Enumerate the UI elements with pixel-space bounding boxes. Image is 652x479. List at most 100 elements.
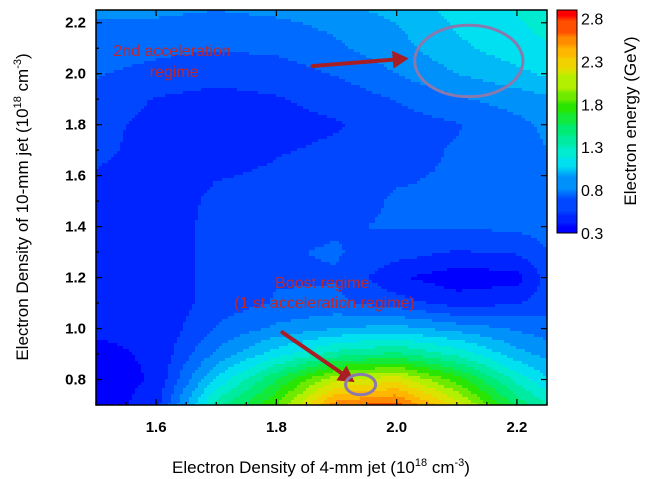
heatmap-cell [522, 100, 526, 104]
heatmap-cell [387, 64, 391, 68]
heatmap-cell [336, 73, 340, 77]
heatmap-cell [402, 16, 406, 20]
heatmap-cell [369, 103, 373, 107]
heatmap-cell [489, 97, 493, 101]
heatmap-cell [120, 58, 124, 62]
heatmap-cell [108, 70, 112, 74]
heatmap-cell [171, 25, 175, 29]
heatmap-cell [264, 100, 268, 104]
heatmap-cell [234, 103, 238, 107]
heatmap-cell [531, 16, 535, 20]
heatmap-cell [429, 100, 433, 104]
heatmap-cell [405, 85, 409, 89]
heatmap-cell [201, 88, 205, 92]
heatmap-cell [540, 76, 544, 80]
heatmap-cell [540, 61, 544, 65]
heatmap-cell [312, 55, 316, 59]
heatmap-cell [132, 67, 136, 71]
heatmap-cell [348, 94, 352, 98]
heatmap-cell [183, 106, 187, 110]
heatmap-cell [129, 28, 133, 32]
heatmap-cell [426, 67, 430, 71]
heatmap-cell [492, 49, 496, 53]
heatmap-cell [429, 94, 433, 98]
heatmap-cell [516, 70, 520, 74]
heatmap-cell [522, 46, 526, 50]
heatmap-cell [378, 85, 382, 89]
heatmap-cell [387, 103, 391, 107]
heatmap-cell [240, 16, 244, 20]
heatmap-cell [432, 25, 436, 29]
heatmap-cell [312, 58, 316, 62]
heatmap-cell [198, 43, 202, 47]
heatmap-cell [123, 49, 127, 53]
heatmap-cell [300, 19, 304, 23]
heatmap-cell [447, 40, 451, 44]
heatmap-cell [285, 52, 289, 56]
heatmap-cell [537, 82, 541, 86]
heatmap-cell [147, 76, 151, 80]
heatmap-cell [243, 22, 247, 26]
heatmap-cell [234, 76, 238, 80]
heatmap-cell [420, 55, 424, 59]
heatmap-cell [273, 19, 277, 23]
heatmap-cell [99, 100, 103, 104]
heatmap-cell [522, 10, 526, 14]
heatmap-cell [309, 73, 313, 77]
heatmap-cell [120, 34, 124, 38]
heatmap-cell [237, 61, 241, 65]
heatmap-cell [513, 43, 517, 47]
heatmap-cell [453, 46, 457, 50]
heatmap-cell [432, 22, 436, 26]
heatmap-cell [153, 10, 157, 14]
heatmap-cell [450, 67, 454, 71]
heatmap-cell [168, 34, 172, 38]
heatmap-cell [381, 91, 385, 95]
heatmap-cell [519, 73, 523, 77]
heatmap-cell [399, 34, 403, 38]
heatmap-cell [306, 61, 310, 65]
heatmap-cell [306, 37, 310, 41]
heatmap-cell [501, 76, 505, 80]
heatmap-cell [375, 91, 379, 95]
heatmap-cell [183, 67, 187, 71]
heatmap-cell [288, 70, 292, 74]
heatmap-cell [228, 49, 232, 53]
heatmap-cell [168, 76, 172, 80]
heatmap-cell [213, 43, 217, 47]
heatmap-cell [444, 106, 448, 110]
heatmap-cell [96, 34, 100, 38]
heatmap-cell [336, 52, 340, 56]
heatmap-cell [240, 64, 244, 68]
heatmap-cell [474, 82, 478, 86]
heatmap-cell [486, 85, 490, 89]
heatmap-cell [309, 25, 313, 29]
heatmap-cell [213, 13, 217, 17]
heatmap-cell [96, 40, 100, 44]
heatmap-cell [423, 43, 427, 47]
heatmap-cell [498, 40, 502, 44]
heatmap-cell [396, 49, 400, 53]
heatmap-cell [336, 46, 340, 50]
heatmap-cell [321, 46, 325, 50]
heatmap-cell [180, 100, 184, 104]
heatmap-cell [309, 91, 313, 95]
heatmap-cell [441, 97, 445, 101]
heatmap-cell [222, 97, 226, 101]
heatmap-cell [399, 97, 403, 101]
heatmap-cell [96, 22, 100, 26]
heatmap-cell [120, 100, 124, 104]
heatmap-cell [297, 67, 301, 71]
heatmap-cell [495, 49, 499, 53]
heatmap-cell [147, 67, 151, 71]
heatmap-cell [339, 22, 343, 26]
heatmap-cell [135, 64, 139, 68]
heatmap-cell [195, 103, 199, 107]
heatmap-cell [465, 22, 469, 26]
heatmap-cell [159, 88, 163, 92]
heatmap-cell [408, 97, 412, 101]
heatmap-cell [156, 37, 160, 41]
heatmap-cell [453, 19, 457, 23]
heatmap-cell [525, 31, 529, 35]
heatmap-cell [441, 37, 445, 41]
